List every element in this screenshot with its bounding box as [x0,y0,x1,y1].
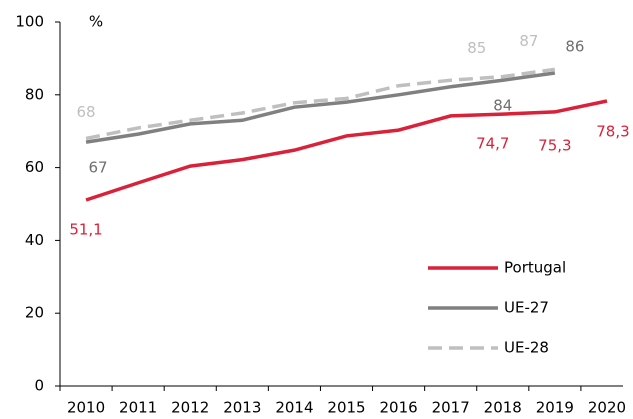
y-tick-label: 80 [25,85,44,103]
x-tick-label: 2020 [588,399,626,417]
data-label: 51,1 [69,220,102,238]
x-tick-label: 2015 [327,399,365,417]
series-line [85,67,556,141]
x-tick-label: 2019 [536,399,574,417]
data-label: 68 [76,103,95,121]
x-tick-label: 2014 [275,399,313,417]
legend-label: UE-28 [504,339,549,357]
data-label: 86 [565,37,584,55]
x-tick-label: 2011 [119,399,157,417]
y-tick-label: 60 [25,158,44,176]
x-tick-label: 2012 [171,399,209,417]
y-tick-label: 20 [25,304,44,322]
legend-label: UE-27 [504,299,549,317]
x-tick-label: 2013 [223,399,261,417]
x-tick-label: 2010 [67,399,105,417]
x-tick-label: 2017 [432,399,470,417]
y-tick-label: 0 [34,377,44,395]
x-tick-label: 2016 [379,399,417,417]
legend-label: Portugal [504,259,566,277]
data-label: 67 [88,159,107,177]
data-label: 87 [519,32,538,50]
series-line [85,71,556,144]
y-tick-label: 100 [15,13,44,31]
data-label: 84 [493,97,512,115]
series-line [85,99,608,202]
data-label: 78,3 [596,122,629,140]
y-axis-label: % [89,13,103,31]
y-tick-label: 40 [25,231,44,249]
data-label: 75,3 [538,136,571,154]
x-tick-label: 2018 [484,399,522,417]
data-label: 74,7 [476,135,509,153]
data-label: 85 [467,39,486,57]
